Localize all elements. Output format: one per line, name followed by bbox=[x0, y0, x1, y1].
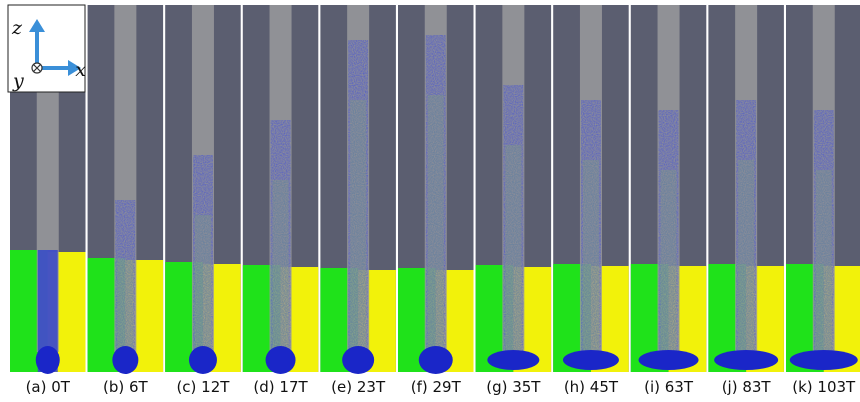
panel: (b) 6T bbox=[87, 5, 164, 396]
mixed-column bbox=[582, 160, 599, 352]
panel: (k) 103T bbox=[786, 5, 860, 396]
panel-label: (f) 29T bbox=[411, 378, 462, 396]
panel-label: (g) 35T bbox=[486, 378, 541, 396]
panel-label: (i) 63T bbox=[644, 378, 694, 396]
y-label: y bbox=[12, 70, 24, 92]
panel: (i) 63T bbox=[630, 5, 707, 396]
z-arrowhead bbox=[29, 19, 45, 32]
panel: (e) 23T bbox=[320, 5, 396, 396]
mixed-column bbox=[350, 100, 367, 352]
blue-cluster bbox=[487, 350, 540, 370]
blue-cluster bbox=[188, 346, 217, 374]
mixed-column bbox=[738, 160, 755, 352]
mixed-column bbox=[815, 170, 832, 352]
panel: (d) 17T bbox=[242, 5, 319, 396]
blue-cluster bbox=[418, 346, 453, 374]
panel-label: (e) 23T bbox=[331, 378, 386, 396]
x-label: x bbox=[75, 59, 86, 81]
mixed-column bbox=[505, 145, 522, 352]
mixed-column bbox=[660, 170, 677, 352]
mixed-column bbox=[272, 180, 289, 352]
panel: (c) 12T bbox=[165, 5, 241, 396]
mixed-column bbox=[117, 260, 134, 352]
blue-cluster bbox=[638, 350, 699, 370]
panels: (a) 0T (b) 6T (c) 12T (d) 17T (e) 23T (f) 29T… bbox=[10, 5, 860, 396]
panel: (j) 83T bbox=[708, 5, 784, 396]
mixed-column bbox=[427, 95, 444, 352]
panel-label: (h) 45T bbox=[564, 378, 619, 396]
blue-cluster bbox=[35, 346, 60, 374]
panel-label: (b) 6T bbox=[103, 378, 149, 396]
panel-label: (k) 103T bbox=[792, 378, 856, 396]
mixed-column bbox=[194, 215, 211, 352]
panel: (g) 35T bbox=[475, 5, 552, 396]
axis-inset: z x y bbox=[7, 4, 86, 93]
blue-cluster bbox=[265, 346, 296, 374]
blue-cluster bbox=[789, 350, 858, 370]
blue-column bbox=[37, 250, 58, 372]
panel-label: (j) 83T bbox=[722, 378, 772, 396]
blue-cluster bbox=[714, 350, 779, 370]
x-arrowhead bbox=[68, 60, 81, 76]
panel-label: (a) 0T bbox=[26, 378, 71, 396]
panel: (f) 29T bbox=[398, 5, 474, 396]
inset-box bbox=[7, 4, 86, 93]
panel: (h) 45T bbox=[553, 5, 629, 396]
blue-cluster bbox=[112, 346, 139, 374]
panel-label: (d) 17T bbox=[253, 378, 308, 396]
z-label: z bbox=[11, 17, 23, 39]
blue-cluster bbox=[562, 350, 619, 370]
y-cross bbox=[33, 64, 41, 72]
blue-cluster bbox=[342, 346, 375, 374]
panel-label: (c) 12T bbox=[176, 378, 230, 396]
